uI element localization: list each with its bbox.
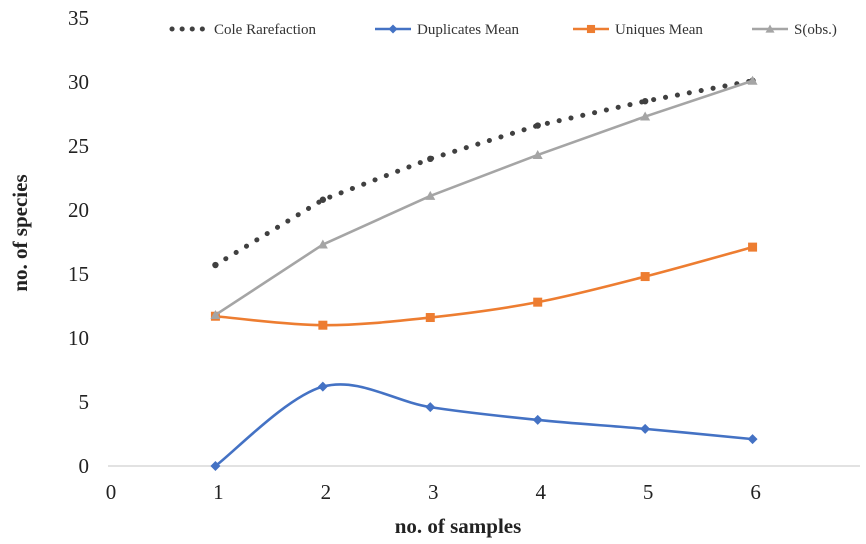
y-axis-title: no. of species [8,174,32,291]
series-line [214,79,753,317]
data-point [425,313,435,323]
data-point [533,297,543,307]
data-point [212,261,219,269]
legend-label: S(obs.) [794,22,837,38]
data-point [640,423,651,434]
data-point [210,309,221,319]
x-tick-label: 5 [643,480,654,504]
data-point [317,239,328,249]
data-point [317,381,328,392]
legend-item: Uniques Mean [573,22,703,38]
y-tick-label: 35 [68,6,89,30]
series-uniques-mean [210,242,758,330]
legend-label: Cole Rarefaction [214,22,317,38]
legend-item: Cole Rarefaction [169,22,317,38]
legend-item: S(obs.) [752,22,837,38]
data-point [427,155,434,162]
x-tick-label: 4 [535,480,546,504]
x-tick-label: 2 [321,480,332,504]
x-tick-label: 3 [428,480,439,504]
legend-label: Duplicates Mean [417,22,520,38]
series-duplicates-mean [210,381,758,471]
x-tick-label: 1 [213,480,224,504]
y-tick-label: 5 [79,390,90,414]
legend-marker [586,24,596,34]
y-tick-label: 0 [79,454,90,478]
data-point [534,122,541,129]
data-point [747,434,758,445]
data-point [641,98,649,105]
legend-marker [388,24,398,34]
x-axis-title: no. of samples [395,514,522,538]
y-tick-label: 30 [68,70,89,94]
legend-label: Uniques Mean [615,22,703,38]
data-point [532,414,543,425]
data-point [425,402,436,413]
data-point [747,75,758,85]
series-line [212,78,756,268]
data-point [532,149,543,159]
legend-item: Duplicates Mean [375,22,520,38]
y-tick-label: 15 [68,262,89,286]
data-point [748,242,758,252]
data-point [319,196,327,203]
x-tick-label: 6 [750,480,761,504]
series-line [214,383,753,468]
legend: Cole Rarefaction Duplicates Mean Uniques M… [169,22,837,38]
plot-area [210,75,758,471]
y-tick-label: 20 [68,198,89,222]
legend-marker [765,24,775,33]
y-tick-label: 10 [68,326,89,350]
data-point [425,190,436,200]
x-tick-labels: 0 1 2 3 4 5 6 [106,480,761,504]
data-point [640,111,651,121]
data-point [640,272,650,282]
series-line [215,245,753,327]
series-s-obs [210,75,758,319]
data-point [210,461,221,471]
data-point [318,320,328,330]
y-tick-labels: 0 5 10 15 20 25 30 35 [68,6,89,478]
x-tick-label: 0 [106,480,117,504]
y-tick-label: 25 [68,134,89,158]
